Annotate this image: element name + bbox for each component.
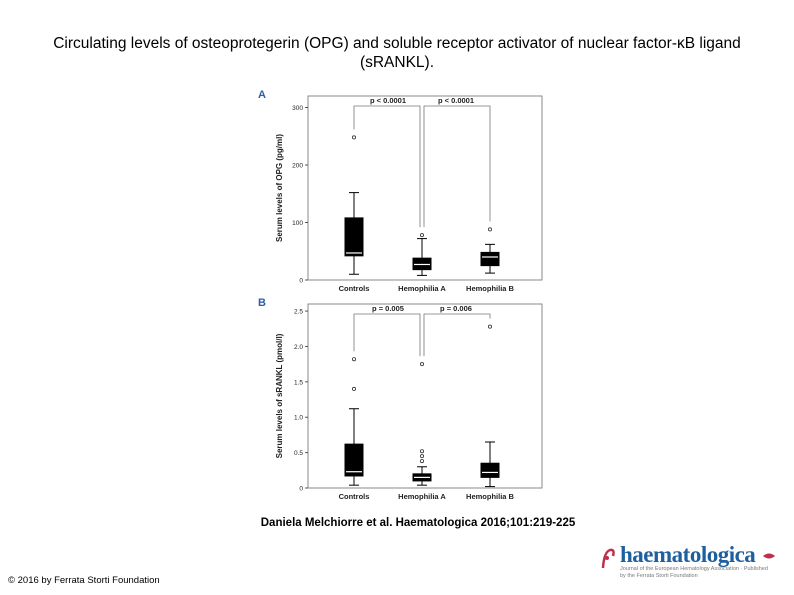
x-tick-label: Controls (339, 284, 370, 293)
boxplot-figure: A 0 100 200 300 Serum levels of OPG (pg/ml) Co… (258, 89, 543, 501)
iqr-box (344, 443, 364, 477)
x-tick-label: Hemophilia A (398, 492, 446, 501)
x-tick-label: Controls (339, 492, 370, 501)
outlier-point (419, 233, 424, 238)
box-hemophilia-b (480, 324, 500, 488)
ehla-emblem-icon (763, 553, 775, 559)
outlier-point (352, 386, 357, 391)
y-tick-label: 2.0 (294, 344, 303, 351)
significance-bracket (423, 105, 491, 228)
y-tick-label: 1.5 (294, 379, 303, 386)
haematologica-logo: haematologica Journal of the European He… (600, 542, 780, 582)
y-tick-label: 200 (292, 163, 303, 170)
box-hemophilia-a (412, 233, 432, 276)
iqr-box (480, 462, 500, 478)
p-value-label: p < 0.0001 (438, 96, 474, 105)
outlier-point (419, 454, 424, 459)
panel-letter: A (258, 89, 266, 101)
outlier-point (352, 135, 357, 140)
y-tick-label: 0 (299, 486, 303, 493)
citation: Daniela Melchiorre et al. Haematologica … (260, 517, 576, 529)
iqr-box (480, 251, 500, 267)
plot-frame (307, 95, 543, 281)
y-tick-label: 100 (292, 220, 303, 227)
significance-bracket (353, 313, 421, 357)
x-tick-label: Hemophilia B (466, 284, 515, 293)
box-hemophilia-a (412, 362, 432, 486)
significance-bracket (353, 105, 421, 228)
plot-frame (307, 303, 543, 489)
box-hemophilia-b (480, 227, 500, 274)
p-value-label: p = 0.006 (440, 304, 472, 313)
box-controls (344, 357, 364, 486)
outlier-point (352, 357, 357, 362)
p-value-label: p = 0.005 (372, 304, 404, 313)
y-axis-label: Serum levels of sRANKL (pmol/l) (275, 333, 284, 458)
logo-wordmark: haematologica (620, 542, 756, 567)
copyright-notice: © 2016 by Ferrata Storti Foundation (8, 575, 160, 586)
x-tick-label: Hemophilia A (398, 284, 446, 293)
y-tick-label: 0.5 (294, 450, 303, 457)
significance-bracket (423, 313, 491, 357)
y-axis-label: Serum levels of OPG (pg/ml) (275, 134, 284, 242)
box-controls (344, 135, 364, 275)
slide-title: Circulating levels of osteoprotegerin (O… (53, 35, 741, 71)
outlier-point (487, 324, 492, 329)
outlier-point (487, 227, 492, 232)
logo-subtext: Journal of the European Hematology Assoc… (620, 566, 768, 579)
y-tick-label: 1.0 (294, 415, 303, 422)
outlier-point (419, 459, 424, 464)
logo-mark-icon (601, 548, 615, 569)
outlier-point (419, 449, 424, 454)
panel-letter: B (258, 297, 266, 309)
p-value-label: p < 0.0001 (370, 96, 406, 105)
y-tick-label: 300 (292, 105, 303, 112)
y-tick-label: 0 (299, 278, 303, 285)
y-tick-label: 2.5 (294, 309, 303, 316)
outlier-point (419, 362, 424, 367)
iqr-box (344, 217, 364, 257)
x-tick-label: Hemophilia B (466, 492, 515, 501)
